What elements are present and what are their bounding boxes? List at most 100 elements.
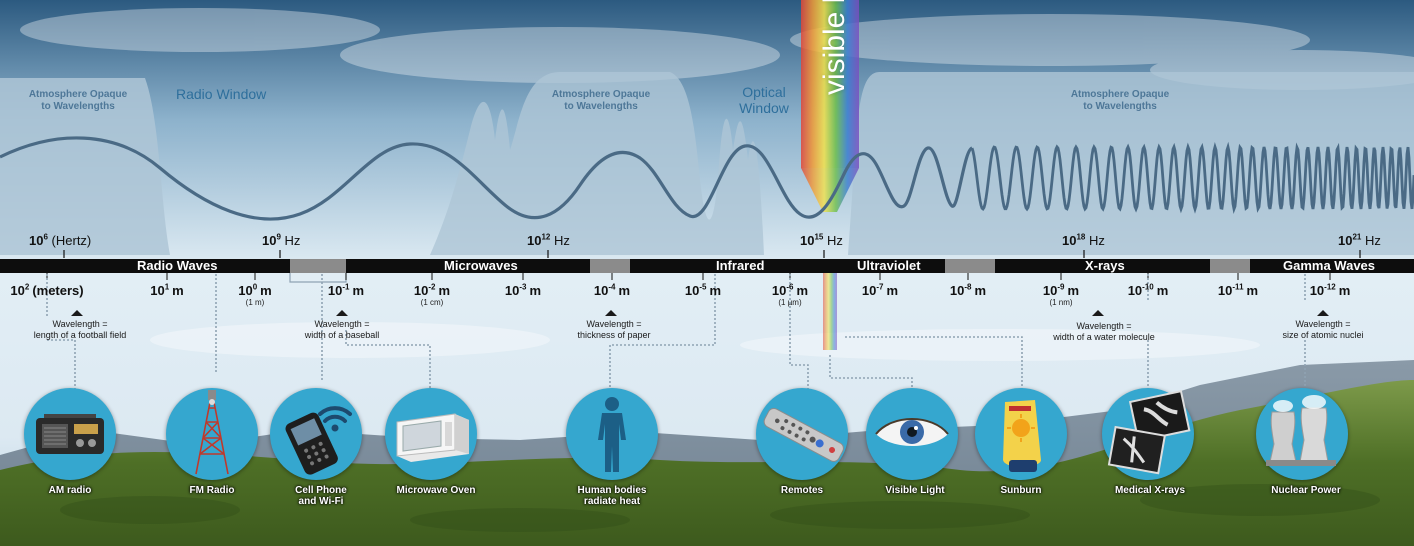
wavelength-sublabel: (1 µm) [778,298,802,307]
wavelength-value: 10-1 m [301,283,391,298]
wavelength-label: 10-6 m (1 µm) [745,283,835,307]
wavelength-label: 10-5 m [658,283,748,298]
freq-unit: Hz [284,233,301,248]
wavelength-value: 10-6 m [745,283,835,298]
caption-fm-radio: FM Radio [172,485,252,496]
caption-line1: Remotes [780,485,824,496]
scale-line1: Wavelength = [314,319,370,329]
fm-radio-circle [166,388,258,480]
band-gamma-waves: Gamma Waves [1283,258,1376,273]
freq-unit: Hz [554,233,570,248]
visible-light-circle [866,388,958,480]
wl-exp: -5 [699,282,707,292]
caption-medical-xrays: Medical X-rays [1100,485,1200,496]
caption-microwave-oven: Microwave Oven [386,485,486,496]
frequency-label: 1018 Hz [1062,233,1105,248]
cell-phone-icon [285,406,352,475]
wavelength-label: 10-1 m [301,283,391,298]
am-radio-circle [24,388,116,480]
wavelength-value: 102 (meters) [2,283,92,298]
caption-line1: Microwave Oven [396,485,476,496]
wl-unit: m [352,283,365,298]
freq-base: 10 [1062,233,1077,248]
wavelength-value: 10-5 m [658,283,748,298]
wl-unit: m [886,283,899,298]
sunburn-circle [975,388,1067,480]
wavelength-value: 100 m [210,283,300,298]
cooling-tower-icon [1266,395,1336,466]
wl-base: 10 [1309,283,1325,298]
scale-line1: Wavelength = [1076,321,1132,331]
wl-unit: m [618,283,631,298]
wavelength-value: 10-9 m [1016,283,1106,298]
caption-sunburn: Sunburn [981,485,1061,496]
band-x-rays: X-rays [1085,258,1125,273]
scale-line1: Wavelength = [52,319,108,329]
nuclear-power-circle [1256,388,1348,480]
wl-base: 10 [949,283,965,298]
wavelength-value: 10-7 m [835,283,925,298]
medical-xrays-circle [1102,388,1194,480]
zone-line1: Atmosphere Opaque [28,89,128,100]
optical-line1: Optical [742,84,786,100]
freq-unit: Hz [827,233,843,248]
freq-unit: Hz [1089,233,1105,248]
zone-line2: to Wavelengths [41,101,115,112]
wl-base: 10 [771,283,787,298]
wavelength-value: 10-3 m [478,283,568,298]
caption-visible-light: Visible Light [870,485,960,496]
wl-exp: 0 [252,282,258,292]
sunscreen-icon [1003,400,1041,472]
frequency-label: 106 (Hertz) [29,233,91,248]
wl-exp: -6 [786,282,794,292]
wl-exp: -8 [964,282,972,292]
wavelength-sublabel: (1 m) [245,298,265,307]
radio-tower-icon [195,390,229,475]
eye-icon [875,418,949,446]
scale-line2: width of a baseball [304,330,380,340]
scale-paper: Wavelength = thickness of paper [564,319,664,341]
frequency-label: 1021 Hz [1338,233,1381,248]
am-radio-icon [36,414,104,454]
wl-unit: m [172,283,184,298]
wl-exp: -10 [1142,282,1154,292]
wavelength-label: 10-10 m [1103,283,1193,298]
wl-exp: -2 [428,282,436,292]
caption-line1: AM radio [48,485,92,496]
zone-line2: to Wavelengths [564,101,638,112]
optical-line2: Window [739,100,789,116]
wl-base: 10 [684,283,700,298]
wavelength-value: 10-12 m [1285,283,1375,298]
wavelength-sublabel: (1 cm) [420,298,444,307]
wavelength-label: 10-8 m [923,283,1013,298]
scale-line2: width of a water molecule [1053,332,1155,342]
wavelength-label: 10-7 m [835,283,925,298]
caption-line1: Cell Phone [295,485,347,496]
wavelength-label: 10-11 m [1193,283,1283,298]
freq-unit: Hz [1365,233,1381,248]
wavelength-label: 100 m (1 m) [210,283,300,307]
remotes-circle [756,388,848,480]
scale-football-field: Wavelength = length of a football field [18,319,142,341]
freq-exp: 15 [814,232,824,242]
wl-base: 10 [1042,283,1058,298]
wl-exp: -12 [1324,282,1336,292]
freq-exp: 9 [276,232,281,242]
freq-base: 10 [29,233,44,248]
wl-unit: m [796,283,809,298]
freq-base: 10 [800,233,815,248]
wl-exp: 2 [24,282,30,292]
atmosphere-opaque-zone-2: Atmosphere Opaque to Wavelengths [551,89,651,113]
wl-base: 10 [150,283,165,298]
wl-unit: m [974,283,987,298]
cell-phone-circle [270,388,362,480]
freq-base: 10 [527,233,542,248]
zone-line1: Atmosphere Opaque [1070,89,1170,100]
wl-exp: -11 [1232,282,1244,292]
wl-exp: -4 [608,282,616,292]
wavelength-value: 10-2 m [387,283,477,298]
scale-atomic-nuclei: Wavelength = size of atomic nuclei [1273,319,1373,341]
wl-unit: (meters) [32,283,84,298]
wavelength-label: 10-12 m [1285,283,1375,298]
